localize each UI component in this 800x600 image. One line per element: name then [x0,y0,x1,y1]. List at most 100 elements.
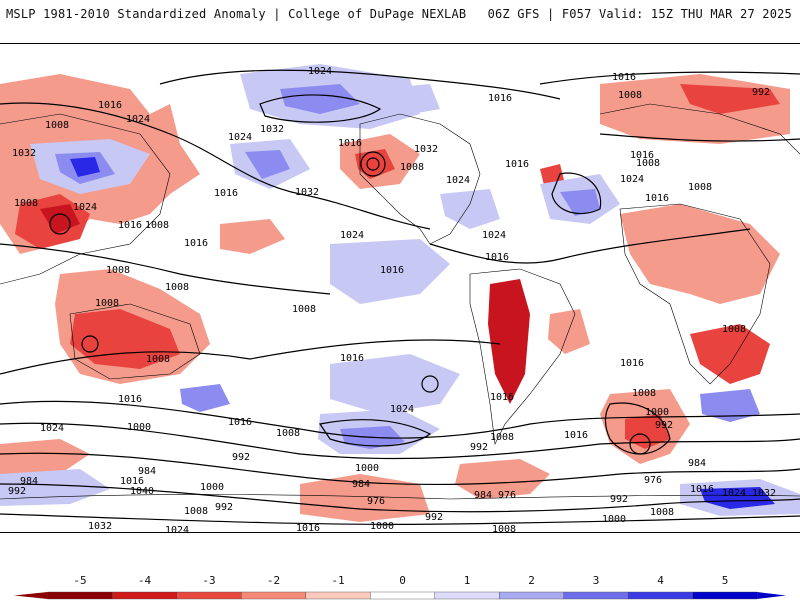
isobar-label: 984 [138,466,156,477]
isobar-line [0,102,431,230]
colorbar-max-arrow [757,592,786,599]
isobar-label: 1000 [355,463,379,474]
colorbar-tick-label: -4 [138,574,152,587]
anomaly-region [455,459,550,499]
anomaly-region [380,84,440,116]
anomaly-region [620,204,780,304]
colorbar-swatch [305,591,371,600]
coastline-africa [619,203,771,385]
isobar-label: 1024 [340,230,364,241]
colorbar-tick-label: 3 [593,574,600,587]
isobar-label: 1016 [620,358,644,369]
isobar-line [319,419,432,447]
isobar-line [0,452,800,486]
colorbar-swatch [692,591,758,600]
isobar-label: 1032 [295,187,319,198]
isobar-label: 1032 [752,488,776,499]
isobar-label: 1008 [650,507,674,518]
isobar-label: 1024 [722,488,746,499]
isobar-line [0,339,501,375]
low-center-contour [360,151,386,177]
isobar-label: 1008 [106,265,130,276]
isobar-label: 1000 [602,514,626,525]
isobar-label: 1016 [296,523,320,532]
isobar-label: 1000 [200,482,224,493]
isobar-label: 1016 [645,193,669,204]
isobar-label: 1008 [146,354,170,365]
isobar-label: 1032 [12,148,36,159]
isobar-label: 1000 [645,407,669,418]
isobar-label: 1016 [612,72,636,83]
isobar-label: 992 [610,494,628,505]
low-center-contour [366,157,380,171]
isobar-label: 992 [215,502,233,513]
isobar-label: 1016 [118,220,142,231]
coastline-australia [69,303,201,380]
isobar-label: 1016 [340,353,364,364]
negative-anomaly-shading [0,74,790,522]
isobar-label: 1008 [492,524,516,532]
isobar-label: 1024 [446,175,470,186]
isobar-label: 1032 [88,521,112,532]
coastline-north-america [359,113,481,245]
anomaly-region [280,84,360,114]
isobar-label: 1016 [214,188,238,199]
isobar-label: 976 [498,490,516,501]
isobar-label: 1016 [485,252,509,263]
coastlines [0,103,800,500]
anomaly-region [680,84,780,114]
colorbar-swatch [241,591,306,600]
isobar-label: 1016 [184,238,208,249]
isobar-label: 992 [655,420,673,431]
isobar-label: 1016 [490,392,514,403]
isobar-label: 1008 [688,182,712,193]
isobar-label: 984 [20,476,38,487]
isobar-label: 1016 [120,476,144,487]
colorbar-min-arrow [14,592,48,599]
isobar-label: 992 [470,442,488,453]
isobar-label: 984 [474,490,492,501]
anomaly-region [0,439,90,479]
isobar-label: 1016 [488,93,512,104]
isobar-label: 1008 [95,298,119,309]
isobar-line [539,71,800,85]
isobar-label: 1016 [98,100,122,111]
colorbar-swatch [628,591,693,600]
isobar-label: 992 [752,87,770,98]
anomaly-region [700,389,760,422]
low-center-contour [81,335,99,353]
colorbar-canvas: -5 -4 -3 -2 -1 0 1 2 3 4 5 [14,574,786,600]
isobar-label: 1008 [636,158,660,169]
isobar-label: 1024 [40,423,64,434]
model-run-info: 06Z GFS | F057 Valid: 15Z THU MAR 27 202… [487,7,792,21]
isobar-label: 1000 [127,422,151,433]
isobar-label: 1008 [292,304,316,315]
anomaly-region [355,149,395,179]
anomaly-region [548,309,590,354]
isobar-label: 1024 [165,525,189,532]
isobar-label: 1024 [126,114,150,125]
coastline-antarctica [0,494,800,500]
isobar-line [429,228,751,264]
isobar-label: 1008 [145,220,169,231]
colorbar-tick-label: 1 [464,574,471,587]
isobar-label: 984 [688,458,706,469]
isobar-label: 1016 [228,417,252,428]
isobar-label: 1008 [490,432,514,443]
colorbar-swatch [370,591,435,600]
isobar-label: 1016 [338,138,362,149]
isobar-label: 1008 [184,506,208,517]
isobar-label: 1024 [73,202,97,213]
isobar-label: 1008 [618,90,642,101]
isobar-label: 992 [425,512,443,523]
colorbar-swatch [47,591,113,600]
isobar-label: 1016 [630,150,654,161]
anomaly-region [180,384,230,412]
colorbar-swatch [499,591,564,600]
colorbar-tick-label: 0 [399,574,406,587]
isobar-label: 1024 [620,174,644,185]
isobar-label: 1024 [308,66,332,77]
isobar-line [599,133,800,142]
isobar-label: 1024 [482,230,506,241]
anomaly-region [440,189,500,229]
